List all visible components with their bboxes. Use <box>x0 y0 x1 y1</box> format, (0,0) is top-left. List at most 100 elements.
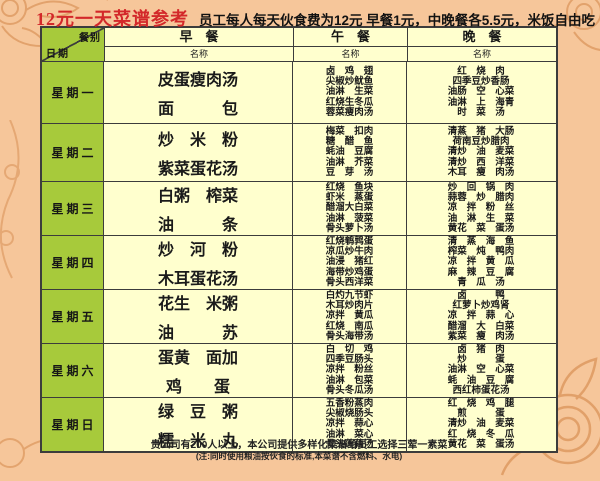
dish-line: 骨头海带汤 <box>325 330 374 342</box>
dish-line: 油肠 空 心菜 <box>447 86 515 98</box>
dish-line: 绿 豆 粥 <box>157 404 238 421</box>
dish-line: 鸡 蛋 <box>165 379 230 396</box>
dish-line: 糖 醋 鱼 <box>325 136 374 148</box>
lunch-dishes: 红烧 鱼块 虾米 蒸蛋 醋溜大白菜 油淋 菠菜 骨头萝卜汤 <box>293 182 407 235</box>
dish-line: 蛋黄 面加 <box>157 350 238 367</box>
lunch-dishes: 白 切 鸡四季豆肠头 凉拌 粉丝 油淋 包菜 骨头冬瓜汤 <box>293 344 407 397</box>
floral-decoration-left-edge <box>0 120 20 279</box>
lunch-subheader-label: 名称 <box>341 49 360 59</box>
footer-note-main: 贵公司有200人以上，本公司提供多样化菜谱给员工选择三荤一素菜 <box>150 440 448 451</box>
breakfast-subheader-label: 名称 <box>189 49 208 59</box>
page-title: 12元一天菜谱参考 <box>36 9 189 29</box>
breakfast-dishes: 炒 米 粉紫菜蛋花汤 <box>104 124 293 181</box>
dish-line: 油 苏 <box>157 325 238 342</box>
dinner-dishes: 清 蒸 海 鱼榨菜 炖 鸭肉凉 拌 黄 瓜麻 辣 豆 腐青 瓜 汤 <box>407 236 555 289</box>
dish-line: 梅菜 扣肉 <box>325 125 374 137</box>
dish-line: 红烧鹌鹑蛋 <box>325 235 374 247</box>
dish-line: 醋溜 大 白菜 <box>447 320 515 332</box>
dish-line: 清炒 西 洋菜 <box>447 156 515 168</box>
dish-line: 清炒 油 麦菜 <box>447 418 515 430</box>
dish-line: 凉 拌 粉 丝 <box>447 202 515 214</box>
corner-meal-label: 餐别 <box>79 33 101 44</box>
dish-line: 榨菜 炖 鸭肉 <box>447 246 515 258</box>
breakfast-dishes: 皮蛋瘦肉汤面 包 <box>104 62 293 123</box>
dish-line: 蚝油 豆腐 <box>325 146 374 158</box>
dish-line: 糯 米 丸 <box>157 433 238 450</box>
dish-line: 白粥 榨菜 <box>157 188 238 205</box>
day-label: 星期三 <box>42 182 104 235</box>
dish-line: 凉瓜炒牛肉 <box>325 246 374 258</box>
breakfast-dishes: 炒 河 粉木耳蛋花汤 <box>104 236 293 289</box>
dinner-header-label: 晚 餐 <box>408 28 556 47</box>
dish-line: 红烧 鱼块 <box>325 181 374 193</box>
dish-line: 虾米 蒸蛋 <box>325 192 374 204</box>
dish-line: 蓉菜瘦肉汤 <box>325 106 374 118</box>
dish-line: 卤 猪 肉 <box>457 343 505 355</box>
dish-line: 面 包 <box>157 101 238 118</box>
dinner-dishes: 清蒸 猪 大肠 荷南豆炒腊肉 清炒 油 麦菜 清炒 西 洋菜 木耳 瘦 肉汤 <box>407 124 555 181</box>
dish-line: 西红柿蛋花汤 <box>452 384 510 396</box>
menu-day-row: 星期五 花生 米粥油 苏 白灼九节虾 木耳炒肉片 凉拌 黄瓜 红烧 南瓜 骨头海带汤 卤… <box>42 289 556 343</box>
lunch-dishes: 白灼九节虾 木耳炒肉片 凉拌 黄瓜 红烧 南瓜 骨头海带汤 <box>293 290 407 343</box>
dish-line: 五香粉蒸肉 <box>325 397 374 409</box>
day-label: 星期四 <box>42 236 104 289</box>
menu-day-row: 星期三 白粥 榨菜油 条 红烧 鱼块 虾米 蒸蛋 醋溜大白菜 油淋 菠菜 骨头萝卜汤 炒… <box>42 181 556 235</box>
menu-day-row: 星期二 炒 米 粉紫菜蛋花汤 梅菜 扣肉糖 醋 鱼蚝油 豆腐 油淋 芥菜豆 芽 汤… <box>42 123 556 181</box>
day-label: 星期二 <box>42 124 104 181</box>
dish-line: 红 烧 冬 瓜 <box>447 428 515 440</box>
dinner-dishes: 红 烧 鸡 腿煎 蛋清炒 油 麦菜红 烧 冬 瓜黄花 菜 蛋汤 <box>407 398 555 451</box>
dish-line: 红烧 南瓜 <box>325 320 374 332</box>
dinner-dishes: 卤 鸭红萝卜炒鸡肾凉 拌 蒜 心醋溜 大 白菜 紫菜 瘦 肉汤 <box>407 290 555 343</box>
dish-line: 皮蛋瘦肉汤 <box>157 72 238 89</box>
column-header-dinner: 晚 餐 名称 <box>408 28 556 61</box>
dish-line: 白灼九节虾 <box>325 289 374 301</box>
breakfast-dishes: 白粥 榨菜油 条 <box>104 182 293 235</box>
dish-line: 油淋 生菜 <box>325 86 374 98</box>
dish-line: 紫菜蛋花汤 <box>157 161 238 178</box>
dish-line: 凉拌 黄瓜 <box>325 310 374 322</box>
dish-line: 油淋 上 海青 <box>447 96 515 108</box>
dish-line: 花生 米粥 <box>157 296 238 313</box>
dish-line: 凉拌 蒜心 <box>325 418 374 430</box>
dish-line: 红 烧 肉 <box>457 65 505 77</box>
dish-line: 红萝卜炒鸡肾 <box>452 300 510 312</box>
page-header: 12元一天菜谱参考 员工每人每天伙食费为12元 早餐1元，中晚餐各5.5元，米饭… <box>36 5 596 31</box>
dish-line: 油淋 包菜 <box>325 374 374 386</box>
menu-day-row: 星期四 炒 河 粉木耳蛋花汤 红烧鹌鹑蛋 凉瓜炒牛肉 油浸 猪红 海带炒鸡蛋 骨头西洋菜… <box>42 235 556 289</box>
lunch-header-label: 午 餐 <box>294 28 407 47</box>
table-header: 餐别 日期 早 餐 名称 午 餐 名称 晚 餐 名称 <box>42 28 556 62</box>
dish-line: 四季豆肠头 <box>325 354 374 366</box>
dish-line: 清蒸 猪 大肠 <box>447 125 515 137</box>
day-label: 星期六 <box>42 344 104 397</box>
dish-line: 油淋 芥菜 <box>325 156 374 168</box>
dish-line: 黄花 菜 蛋汤 <box>447 222 515 234</box>
dish-line: 油 淋 生 菜 <box>447 212 515 224</box>
lunch-dishes: 五香粉蒸肉 尖椒烧肠头 凉拌 蒜心 油淋 菜心 骨头莲藕汤 <box>293 398 407 451</box>
dish-line: 豆 芽 汤 <box>325 166 374 178</box>
column-header-lunch: 午 餐 名称 <box>294 28 408 61</box>
dish-line: 紫菜 瘦 肉汤 <box>447 330 515 342</box>
dish-line: 炒 河 粉 <box>157 242 238 259</box>
dish-line: 煎 蛋 <box>457 408 505 420</box>
dish-line: 炒 回 锅 肉 <box>447 181 515 193</box>
dish-line: 蚝 油 豆 腐 <box>447 374 515 386</box>
column-header-breakfast: 早 餐 名称 <box>105 28 294 61</box>
dish-line: 黄花 菜 蛋汤 <box>447 438 515 450</box>
footer-note-remark: (注:同时使用粮油按伙食的标准,本菜谱不含燃料、水电) <box>195 451 403 461</box>
dish-line: 尖椒炒鱿鱼 <box>325 76 374 88</box>
lunch-dishes: 红烧鹌鹑蛋 凉瓜炒牛肉 油浸 猪红 海带炒鸡蛋 骨头西洋菜 <box>293 236 407 289</box>
dish-line: 凉拌 粉丝 <box>325 364 374 376</box>
dish-line: 炒 蛋 <box>457 354 505 366</box>
dish-line: 荷南豆炒腊肉 <box>452 136 510 148</box>
dinner-subheader-label: 名称 <box>472 49 491 59</box>
dish-line: 骨头冬瓜汤 <box>325 384 374 396</box>
dish-line: 清炒 油 麦菜 <box>447 146 515 158</box>
dish-line: 骨头西洋菜 <box>325 276 374 288</box>
footer-notes: 贵公司有200人以上，本公司提供多样化菜谱给员工选择三荤一素菜 (注:同时使用粮… <box>40 440 558 461</box>
dinner-dishes: 卤 猪 肉炒 蛋油淋 空 心菜蚝 油 豆 腐西红柿蛋花汤 <box>407 344 555 397</box>
corner-date-label: 日期 <box>46 49 70 60</box>
dish-line: 麻 辣 豆 腐 <box>447 266 515 278</box>
dish-line: 凉 拌 黄 瓜 <box>447 256 515 268</box>
page-subtitle: 员工每人每天伙食费为12元 早餐1元，中晚餐各5.5元，米饭自由吃 <box>199 13 596 28</box>
breakfast-header-label: 早 餐 <box>105 28 293 47</box>
